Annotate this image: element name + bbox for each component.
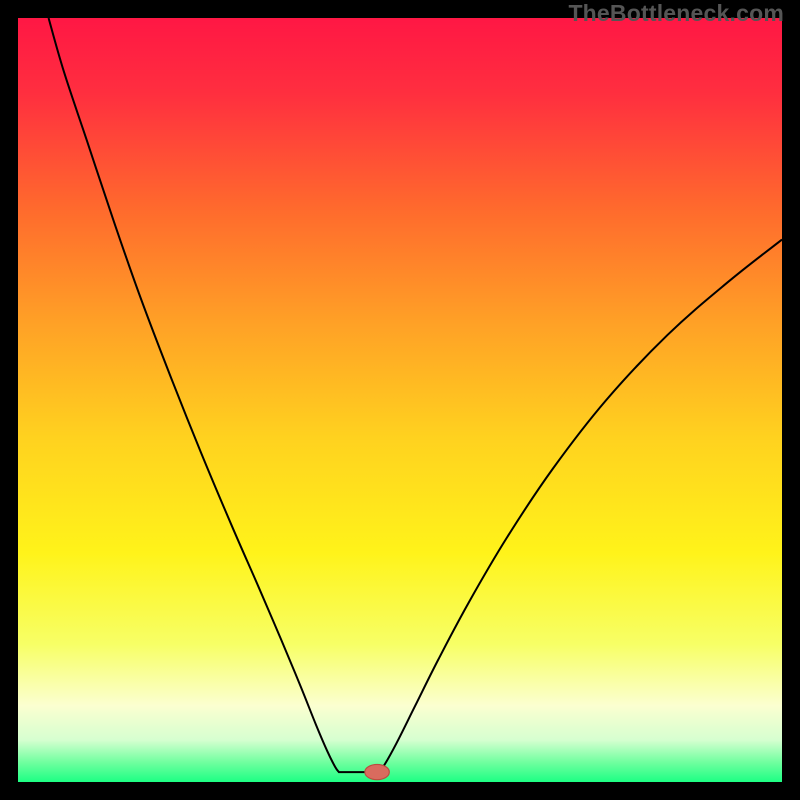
watermark-text: TheBottleneck.com: [568, 0, 784, 27]
plot-area: [18, 18, 782, 782]
plot-background: [18, 18, 782, 782]
figure-container: TheBottleneck.com: [0, 0, 800, 800]
marker-dot: [365, 764, 389, 779]
